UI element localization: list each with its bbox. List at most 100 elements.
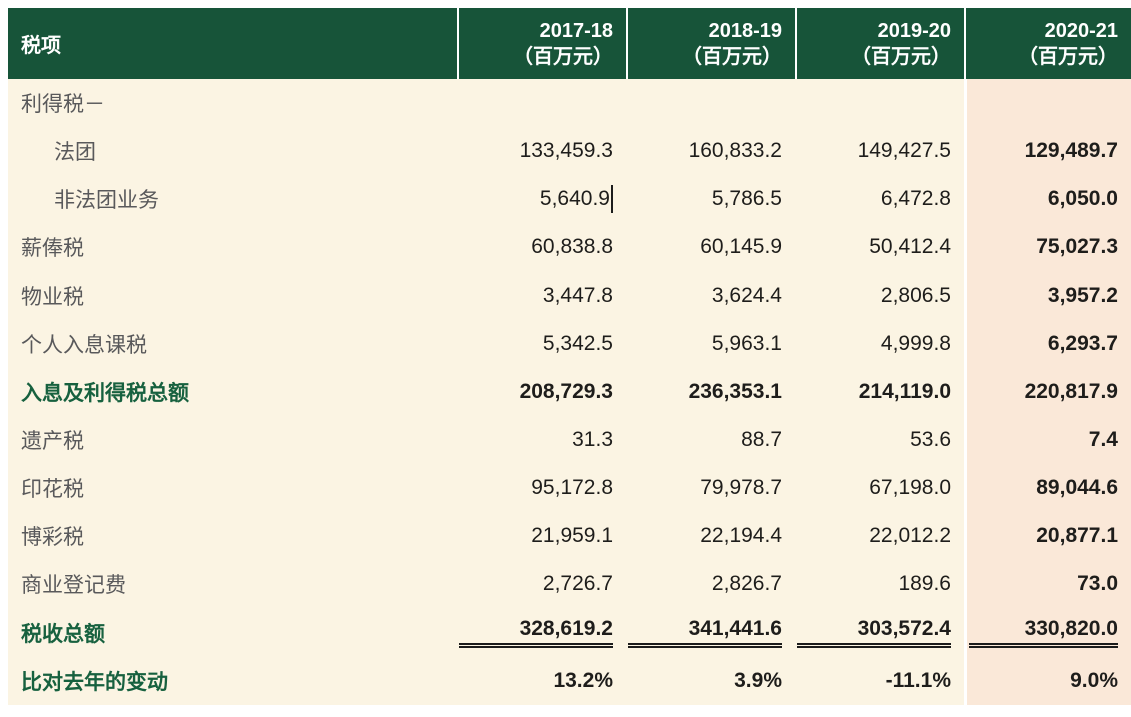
value-cell: 133,459.3 <box>457 127 626 175</box>
value-cell: 79,978.7 <box>626 464 795 512</box>
value-cell: 7.4 <box>964 415 1131 465</box>
table-body: 利得税－ 法团 133,459.3 160,833.2 149,427.5 129,489… <box>8 79 1131 705</box>
unit-label: （百万元） <box>1018 45 1118 68</box>
value-text: 303,572.4 <box>797 617 951 649</box>
value-cell: 328,619.2 <box>457 609 626 657</box>
table-row: 税收总额 328,619.2 341,441.6 303,572.4 330,820.0 <box>8 608 1131 657</box>
value-cell: 5,963.1 <box>626 320 795 368</box>
header-tax-item-cell: 税项 <box>8 8 457 79</box>
row-label: 比对去年的变动 <box>21 670 168 694</box>
value-text: 5,640.9 <box>539 187 610 211</box>
row-label: 利得税－ <box>21 93 105 117</box>
value-cell: 3,447.8 <box>457 272 626 320</box>
value-text: 60,145.9 <box>700 235 782 259</box>
table-row: 博彩税 21,959.1 22,194.4 22,012.2 20,877.1 <box>8 512 1131 561</box>
value-text: 214,119.0 <box>858 379 951 403</box>
row-label: 个人入息课税 <box>21 333 147 357</box>
value-cell: 236,353.1 <box>626 368 795 416</box>
value-text: 7.4 <box>1088 428 1118 452</box>
value-text: 236,353.1 <box>688 379 782 403</box>
value-cell: 5,640.9 <box>457 175 626 223</box>
value-cell: 13.2% <box>457 657 626 705</box>
value-cell: 50,412.4 <box>795 223 964 271</box>
column-header-2018-19: 2018-19 （百万元） <box>626 8 795 79</box>
value-cell: 21,959.1 <box>457 512 626 560</box>
value-cell: 2,726.7 <box>457 560 626 608</box>
value-cell: 189.6 <box>795 560 964 608</box>
value-text: 6,472.8 <box>880 187 951 211</box>
table-row: 个人入息课税 5,342.5 5,963.1 4,999.8 6,293.7 <box>8 319 1131 368</box>
value-cell: 220,817.9 <box>964 367 1131 416</box>
table-row: 商业登记费 2,726.7 2,826.7 189.6 73.0 <box>8 560 1131 609</box>
table-row: 利得税－ <box>8 79 1131 128</box>
value-text: 67,198.0 <box>869 476 951 500</box>
table-row: 法团 133,459.3 160,833.2 149,427.5 129,489.7 <box>8 127 1131 176</box>
value-cell: -11.1% <box>795 657 964 705</box>
value-cell: 22,012.2 <box>795 512 964 560</box>
value-cell: 3.9% <box>626 657 795 705</box>
value-text: 160,833.2 <box>688 139 782 163</box>
header-tax-item-label: 税项 <box>21 35 61 57</box>
value-text: 5,342.5 <box>542 331 613 355</box>
value-text: 208,729.3 <box>519 379 613 403</box>
value-text: 22,194.4 <box>700 524 782 548</box>
value-text: 50,412.4 <box>869 235 951 259</box>
value-cell: 60,838.8 <box>457 223 626 271</box>
value-text: 2,726.7 <box>542 572 613 596</box>
value-text: 73.0 <box>1077 572 1118 596</box>
value-cell: 88.7 <box>626 416 795 464</box>
value-text: 3,624.4 <box>711 283 782 307</box>
year-label: 2020-21 <box>1044 19 1118 42</box>
value-text: 129,489.7 <box>1024 139 1118 163</box>
table-row: 比对去年的变动 13.2% 3.9% -11.1% 9.0% <box>8 656 1131 705</box>
value-cell: 341,441.6 <box>626 609 795 657</box>
value-text: 149,427.5 <box>857 139 951 163</box>
value-text: 75,027.3 <box>1036 235 1118 259</box>
row-label: 遗产税 <box>21 430 84 454</box>
value-cell <box>626 79 795 127</box>
table-row: 遗产税 31.3 88.7 53.6 7.4 <box>8 415 1131 465</box>
value-cell: 75,027.3 <box>964 223 1131 272</box>
row-label: 物业税 <box>21 285 84 309</box>
value-cell: 4,999.8 <box>795 320 964 368</box>
unit-label: （百万元） <box>513 45 613 68</box>
value-cell <box>457 79 626 127</box>
value-text: 341,441.6 <box>628 617 782 649</box>
value-cell: 2,826.7 <box>626 560 795 608</box>
row-label: 印花税 <box>21 478 84 502</box>
value-cell: 31.3 <box>457 416 626 464</box>
value-text: 22,012.2 <box>869 524 951 548</box>
value-text: -11.1% <box>885 668 951 692</box>
value-text: 9.0% <box>1070 668 1118 692</box>
row-label: 法团 <box>54 141 96 165</box>
row-label: 博彩税 <box>21 526 84 550</box>
tax-revenue-table: 税项 2017-18 （百万元） 2018-19 （百万元） 2019-20 （百万元） 2… <box>8 8 1131 705</box>
value-text: 2,826.7 <box>711 572 782 596</box>
value-text: 133,459.3 <box>519 139 613 163</box>
year-label: 2019-20 <box>877 19 951 42</box>
table-header-row: 税项 2017-18 （百万元） 2018-19 （百万元） 2019-20 （百万元） 2… <box>8 8 1131 79</box>
value-cell <box>795 79 964 127</box>
row-label: 薪俸税 <box>21 237 84 261</box>
value-text: 220,817.9 <box>1024 379 1118 403</box>
value-text: 328,619.2 <box>459 617 613 649</box>
value-cell: 22,194.4 <box>626 512 795 560</box>
table-row: 入息及利得税总额 208,729.3 236,353.1 214,119.0 220,8… <box>8 367 1131 416</box>
column-header-2019-20: 2019-20 （百万元） <box>795 8 964 79</box>
table-row: 物业税 3,447.8 3,624.4 2,806.5 3,957.2 <box>8 271 1131 320</box>
value-text: 89,044.6 <box>1036 476 1118 500</box>
value-cell: 330,820.0 <box>964 608 1131 657</box>
value-cell: 20,877.1 <box>964 512 1131 561</box>
value-text: 79,978.7 <box>700 476 782 500</box>
value-text: 53.6 <box>910 428 951 452</box>
value-cell: 149,427.5 <box>795 127 964 175</box>
table-row: 薪俸税 60,838.8 60,145.9 50,412.4 75,027.3 <box>8 223 1131 272</box>
value-text: 2,806.5 <box>880 283 951 307</box>
value-cell: 67,198.0 <box>795 464 964 512</box>
text-cursor <box>611 185 613 214</box>
table-row: 印花税 95,172.8 79,978.7 67,198.0 89,044.6 <box>8 464 1131 513</box>
value-cell: 60,145.9 <box>626 223 795 271</box>
value-cell: 89,044.6 <box>964 464 1131 513</box>
value-text: 189.6 <box>898 572 951 596</box>
